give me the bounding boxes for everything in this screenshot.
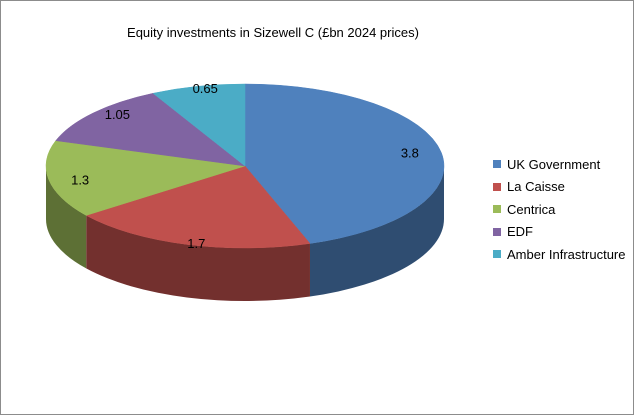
pie-slice-uk-government[interactable] (244, 83, 445, 244)
legend-item-edf: EDF (493, 221, 626, 244)
pie-side-centrica (46, 166, 87, 269)
data-label-la-caisse: 1.7 (187, 236, 205, 251)
pie-slice-amber-infrastructure[interactable] (152, 83, 246, 167)
legend-swatch (493, 205, 501, 214)
legend-swatch (493, 160, 501, 169)
data-label-uk-government: 3.8 (401, 146, 419, 161)
pie-side-uk-government (309, 166, 444, 297)
legend-label: EDF (507, 224, 533, 240)
pie-slice-edf[interactable] (55, 93, 246, 167)
pie-side-la-caisse (86, 215, 310, 301)
data-label-edf: 1.05 (105, 107, 130, 122)
pie-sides (46, 166, 444, 301)
pie-slices (45, 83, 445, 249)
chart-legend: UK Government La Caisse Centrica EDF Amber I… (493, 153, 626, 266)
data-label-centrica: 1.3 (71, 172, 89, 187)
legend-item-centrica: Centrica (493, 198, 626, 221)
legend-swatch (493, 182, 501, 191)
pie-data-labels: 3.8 1.7 1.3 1.05 0.65 (71, 81, 419, 251)
legend-item-amber-infrastructure: Amber Infrastructure (493, 243, 626, 266)
data-label-amber-infrastructure: 0.65 (193, 81, 218, 96)
legend-label: Centrica (507, 201, 556, 217)
legend-swatch (493, 250, 501, 259)
legend-label: Amber Infrastructure (507, 246, 626, 262)
legend-item-la-caisse: La Caisse (493, 176, 626, 199)
legend-item-uk-government: UK Government (493, 153, 626, 176)
pie-slice-la-caisse[interactable] (85, 165, 311, 249)
chart-title: Equity investments in Sizewell C (£bn 20… (127, 25, 419, 40)
legend-label: UK Government (507, 156, 601, 172)
legend-swatch (493, 227, 501, 236)
legend-label: La Caisse (507, 179, 565, 195)
